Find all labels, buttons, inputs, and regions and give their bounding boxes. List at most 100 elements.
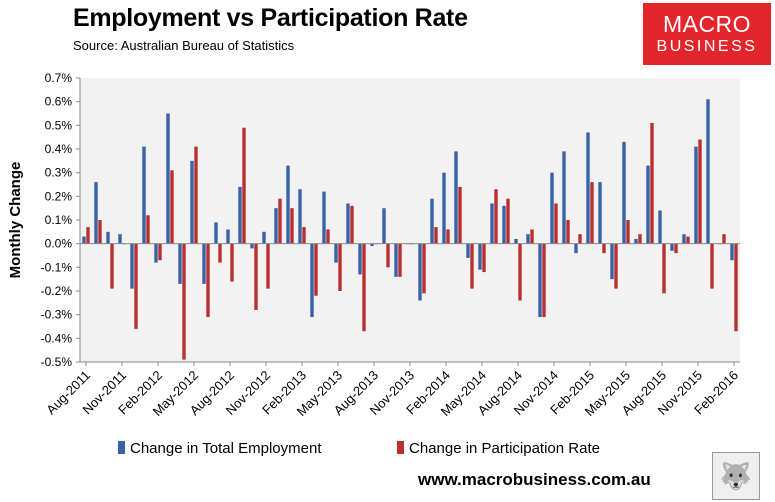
bar-employment (670, 243, 674, 251)
bar-employment (502, 205, 506, 244)
y-tick-label: 0.2% (45, 189, 73, 203)
bar-employment (562, 151, 566, 244)
bar-participation (158, 243, 162, 261)
bar-participation (686, 236, 690, 244)
bar-participation (626, 220, 630, 244)
bar-employment (214, 222, 218, 244)
bar-participation (590, 182, 594, 244)
bar-participation (386, 243, 390, 268)
bar-employment (454, 151, 458, 244)
bar-employment (298, 189, 302, 244)
bar-employment (346, 203, 350, 244)
bar-participation (170, 170, 174, 244)
y-tick-label: -0.5% (41, 355, 73, 369)
bar-participation (650, 122, 654, 244)
legend-swatch-participation (397, 441, 404, 454)
bar-participation (638, 234, 642, 244)
bar-employment (706, 99, 710, 244)
bar-employment (238, 186, 242, 244)
bar-participation (134, 243, 138, 329)
bar-participation (302, 227, 306, 244)
bar-participation (530, 229, 534, 244)
bar-employment (658, 210, 662, 244)
bar-employment (370, 243, 374, 247)
bar-participation (362, 243, 366, 332)
bar-participation (434, 227, 438, 244)
bar-employment (250, 243, 254, 249)
bar-employment (274, 208, 278, 244)
bar-employment (190, 160, 194, 244)
website-url[interactable]: www.macrobusiness.com.au (418, 470, 651, 489)
bar-employment (466, 243, 470, 258)
bar-employment (130, 243, 134, 289)
chart-title: Employment vs Participation Rate (73, 4, 468, 32)
bar-participation (290, 208, 294, 244)
bar-participation (98, 220, 102, 244)
bar-employment (310, 243, 314, 318)
bar-employment (478, 243, 482, 270)
macrobusiness-logo[interactable]: MACRO BUSINESS (643, 3, 771, 65)
bar-participation (146, 215, 150, 244)
bar-employment (634, 238, 638, 244)
plot-area (80, 78, 740, 362)
legend-label-employment: Change in Total Employment (130, 440, 322, 457)
bar-employment (586, 132, 590, 244)
y-tick-label: 0.4% (45, 142, 73, 156)
legend-swatch-employment (118, 441, 125, 454)
legend-item-participation: Change in Participation Rate (397, 440, 600, 457)
legend-item-employment: Change in Total Employment (118, 440, 322, 457)
y-axis-title: Monthly Change (7, 162, 24, 279)
bar-employment (262, 231, 266, 244)
bar-employment (682, 234, 686, 244)
bar-employment (514, 238, 518, 244)
bar-employment (622, 141, 626, 244)
bar-participation (710, 243, 714, 289)
bar-employment (154, 243, 158, 263)
bar-employment (334, 243, 338, 263)
bar-participation (86, 227, 90, 244)
bar-participation (578, 234, 582, 244)
bar-employment (226, 229, 230, 244)
logo-line-2: BUSINESS (656, 38, 758, 55)
bar-employment (118, 234, 122, 244)
bar-participation (254, 243, 258, 310)
bar-participation (518, 243, 522, 301)
bar-employment (322, 191, 326, 244)
bar-participation (446, 229, 450, 244)
bar-employment (106, 231, 110, 244)
bar-participation (230, 243, 234, 282)
bar-employment (574, 243, 578, 254)
bar-participation (350, 205, 354, 244)
bar-employment (178, 243, 182, 284)
y-tick-label: 0.0% (45, 237, 73, 251)
bar-participation (482, 243, 486, 273)
bar-employment (646, 165, 650, 244)
bar-participation (182, 243, 186, 360)
source-note: Source: Australian Bureau of Statistics (73, 38, 295, 53)
bar-participation (266, 243, 270, 289)
bar-participation (506, 198, 510, 244)
bar-employment (82, 236, 86, 244)
bar-employment (538, 243, 542, 318)
y-tick-label: -0.3% (41, 308, 73, 322)
y-tick-label: 0.5% (45, 118, 73, 132)
bar-participation (422, 243, 426, 294)
bar-participation (602, 243, 606, 254)
bar-participation (314, 243, 318, 296)
y-tick-label: 0.1% (45, 213, 73, 227)
bar-participation (554, 203, 558, 244)
bar-employment (418, 243, 422, 301)
bar-employment (598, 182, 602, 244)
wolf-icon: 🐺 (712, 452, 760, 500)
y-tick-label: -0.2% (41, 284, 73, 298)
bar-participation (494, 189, 498, 244)
bar-participation (734, 243, 738, 332)
y-tick-label: 0.6% (45, 95, 73, 109)
y-tick-label: 0.7% (45, 71, 73, 85)
bar-employment (526, 234, 530, 244)
bar-participation (542, 243, 546, 318)
bar-participation (242, 127, 246, 244)
bar-participation (326, 229, 330, 244)
y-tick-label: -0.4% (41, 331, 73, 345)
